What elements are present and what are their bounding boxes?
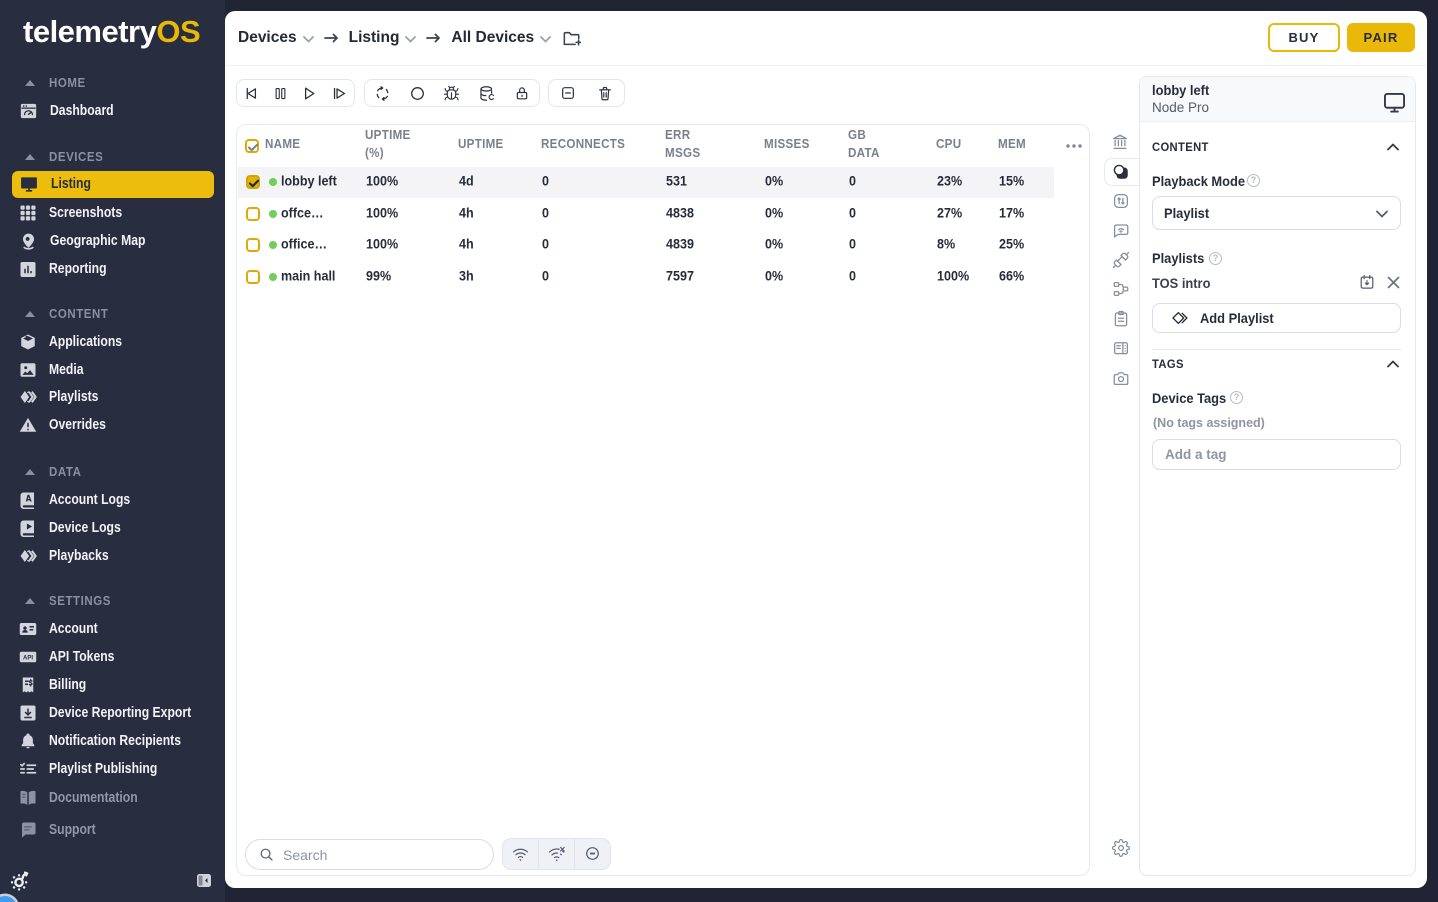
svg-text:API: API — [23, 656, 33, 662]
